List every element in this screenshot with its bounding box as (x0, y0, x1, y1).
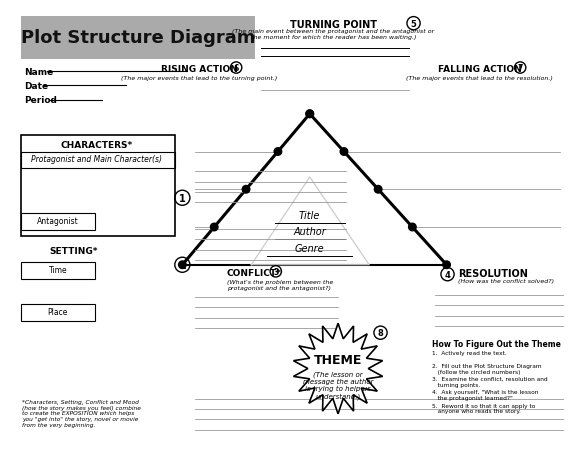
Text: SETTING*: SETTING* (50, 246, 98, 255)
Circle shape (211, 224, 218, 231)
Text: 5.  Reword it so that it can apply to
   anyone who reads the story.: 5. Reword it so that it can apply to any… (432, 403, 536, 414)
Bar (21, 213, 95, 230)
Text: 6: 6 (233, 64, 239, 73)
Text: (The main event between the protagonist and the antagonist or
the moment for whi: (The main event between the protagonist … (232, 29, 435, 40)
Text: *Characters, Setting, Conflict and Mood
(how the story makes you feel) combine
t: *Characters, Setting, Conflict and Mood … (22, 399, 141, 427)
Circle shape (374, 186, 382, 194)
Text: 7: 7 (518, 64, 523, 73)
Text: 1.  Actively read the text.: 1. Actively read the text. (432, 350, 507, 355)
Text: 2.  Fill out the Plot Structure Diagram
   (follow the circled numbers): 2. Fill out the Plot Structure Diagram (… (432, 363, 542, 374)
Text: 3: 3 (273, 267, 278, 276)
Text: CONFLICT*: CONFLICT* (227, 268, 281, 277)
Text: 8: 8 (378, 329, 383, 338)
Text: TURNING POINT: TURNING POINT (290, 20, 377, 30)
Text: 4.  Ask yourself, "What is the lesson
   the protagonist learned?": 4. Ask yourself, "What is the lesson the… (432, 389, 539, 400)
Text: How To Figure Out the Theme: How To Figure Out the Theme (432, 339, 561, 349)
Text: 3.  Examine the conflict, resolution and
   turning points.: 3. Examine the conflict, resolution and … (432, 376, 548, 387)
Text: Author: Author (293, 226, 326, 236)
Text: Period: Period (24, 96, 57, 105)
Text: 4: 4 (445, 270, 450, 279)
FancyBboxPatch shape (21, 16, 255, 60)
Text: RESOLUTION: RESOLUTION (458, 268, 528, 278)
Bar (21, 305, 95, 322)
Text: 5: 5 (411, 20, 417, 29)
Text: Title: Title (299, 210, 321, 220)
Text: CHARACTERS*: CHARACTERS* (60, 141, 133, 150)
Polygon shape (294, 324, 383, 414)
Text: 2: 2 (179, 260, 185, 270)
Text: Place: Place (47, 308, 68, 317)
Text: Time: Time (49, 265, 67, 274)
Text: (The major events that lead to the resolution.): (The major events that lead to the resol… (406, 76, 553, 81)
Text: 1: 1 (179, 193, 185, 203)
Circle shape (178, 261, 186, 269)
Text: RISING ACTION: RISING ACTION (161, 65, 238, 74)
Bar (21, 152, 175, 169)
Text: Plot Structure Diagram: Plot Structure Diagram (20, 29, 255, 47)
Circle shape (306, 111, 314, 118)
Text: Date: Date (24, 81, 48, 91)
Circle shape (274, 148, 281, 156)
Text: FALLING ACTION: FALLING ACTION (438, 65, 521, 74)
Circle shape (443, 261, 450, 269)
Text: (What's the problem between the
protagonist and the antagonist?): (What's the problem between the protagon… (227, 279, 333, 290)
Bar (21, 263, 95, 279)
Circle shape (306, 111, 314, 118)
Text: (The major events that lead to the turning point.): (The major events that lead to the turni… (121, 76, 277, 81)
Text: Antagonist: Antagonist (37, 216, 78, 225)
Circle shape (408, 224, 416, 231)
Bar (21, 135, 175, 237)
Circle shape (242, 186, 250, 194)
Text: THEME: THEME (314, 353, 362, 366)
Text: Genre: Genre (295, 243, 325, 253)
Text: (The lesson or
message the author
is trying to help us
understand.): (The lesson or message the author is try… (303, 371, 373, 399)
Text: Protagonist and Main Character(s): Protagonist and Main Character(s) (31, 155, 162, 164)
Text: (How was the conflict solved?): (How was the conflict solved?) (458, 278, 554, 283)
Text: Name: Name (24, 67, 53, 76)
Circle shape (340, 148, 347, 156)
